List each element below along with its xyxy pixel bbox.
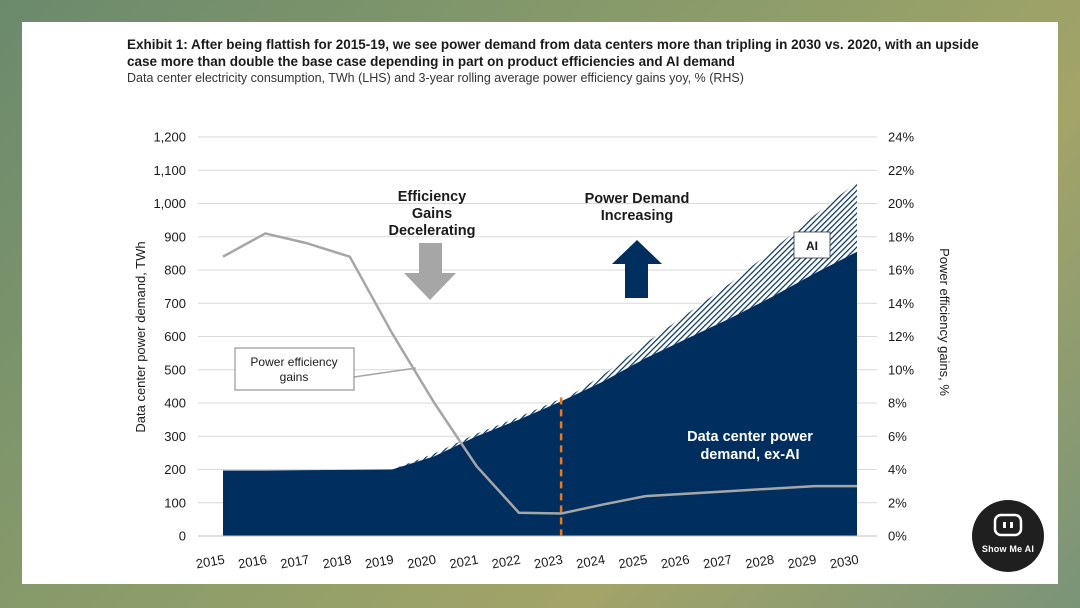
y-tick-label: 500 <box>164 362 186 377</box>
x-tick-label: 2020 <box>406 552 437 572</box>
x-tick-label: 2016 <box>237 552 268 572</box>
exai-label-line-2: demand, ex-AI <box>700 447 799 463</box>
callout-line-2: gains <box>280 370 309 384</box>
down-arrow-icon <box>404 243 456 300</box>
x-tick-label: 2024 <box>575 552 606 572</box>
x-tick-label: 2027 <box>702 552 733 572</box>
x-tick-label: 2023 <box>533 552 564 572</box>
y-tick-label: 1,200 <box>153 130 186 145</box>
y-tick-label: 400 <box>164 396 186 411</box>
y-tick-label: 900 <box>164 229 186 244</box>
x-tick-label: 2025 <box>617 552 648 572</box>
exhibit-subtitle: Data center electricity consumption, TWh… <box>127 71 744 85</box>
x-tick-label: 2028 <box>744 552 775 572</box>
ex-ai-area <box>223 251 857 536</box>
y-tick-label: 100 <box>164 495 186 510</box>
x-tick-label: 2030 <box>829 552 860 572</box>
y2-tick-label: 4% <box>888 462 907 477</box>
y2-tick-label: 22% <box>888 163 914 178</box>
ai-edge-band <box>392 398 562 470</box>
y2-tick-label: 6% <box>888 429 907 444</box>
right-axis-ticks: 0% 2% 4% 6% 8% 10% 12% 14% 16% 18% 20% 22% 24% <box>888 130 914 544</box>
efficiency-annotation-line-1: Efficiency <box>398 189 467 205</box>
y-tick-label: 1,000 <box>153 196 186 211</box>
x-tick-label: 2022 <box>491 552 522 572</box>
x-tick-label: 2018 <box>321 552 352 572</box>
ai-label-box <box>793 231 831 259</box>
logo-text: Show Me AI <box>981 544 1035 554</box>
callout-leader-line <box>353 367 417 378</box>
line-layer <box>222 232 857 536</box>
right-axis-label: Power efficiency gains, % <box>937 248 952 396</box>
y2-tick-label: 10% <box>888 362 914 377</box>
y2-tick-label: 8% <box>888 396 907 411</box>
x-tick-label: 2029 <box>786 552 817 572</box>
y-tick-label: 0 <box>179 529 186 544</box>
area-layer <box>198 181 877 537</box>
callout-box <box>234 347 355 391</box>
left-axis-label: Data center power demand, TWh <box>133 241 148 432</box>
show-me-ai-logo: Show Me AI <box>972 500 1044 572</box>
y-tick-label: 200 <box>164 462 186 477</box>
y2-tick-label: 14% <box>888 296 914 311</box>
y2-tick-label: 18% <box>888 229 914 244</box>
ai-series-label: AI <box>806 239 818 253</box>
efficiency-annotation-line-3: Decelerating <box>388 223 475 239</box>
x-tick-label: 2026 <box>660 552 691 572</box>
left-axis-ticks: 0 100 200 300 400 500 600 700 800 900 1,000 1,100 1,… <box>153 130 186 544</box>
x-tick-label: 2015 <box>195 552 226 572</box>
y2-tick-label: 12% <box>888 329 914 344</box>
y-tick-label: 800 <box>164 263 186 278</box>
efficiency-line <box>222 232 857 515</box>
x-axis-ticks: 2015 2016 2017 2018 2019 2020 2021 2022 2023 2024… <box>195 552 860 572</box>
y-tick-label: 600 <box>164 329 186 344</box>
callout-line-1: Power efficiency <box>250 355 337 369</box>
x-tick-label: 2021 <box>448 552 479 572</box>
y-tick-label: 700 <box>164 296 186 311</box>
exhibit-title: Exhibit 1: After being flattish for 2015… <box>127 37 979 69</box>
y2-tick-label: 2% <box>888 495 907 510</box>
y2-tick-label: 24% <box>888 130 914 145</box>
demand-annotation-line-1: Power Demand <box>585 191 690 207</box>
robot-icon <box>993 513 1023 537</box>
x-tick-label: 2017 <box>279 552 310 572</box>
x-tick-label: 2019 <box>364 552 395 572</box>
y-tick-label: 300 <box>164 429 186 444</box>
y2-tick-label: 20% <box>888 196 914 211</box>
exai-label-line-1: Data center power <box>687 429 813 445</box>
y2-tick-label: 16% <box>888 263 914 278</box>
y-tick-label: 1,100 <box>153 163 186 178</box>
up-arrow-icon <box>612 240 662 298</box>
demand-annotation-line-2: Increasing <box>601 208 674 224</box>
efficiency-annotation-line-2: Gains <box>412 206 452 222</box>
y2-tick-label: 0% <box>888 529 907 544</box>
